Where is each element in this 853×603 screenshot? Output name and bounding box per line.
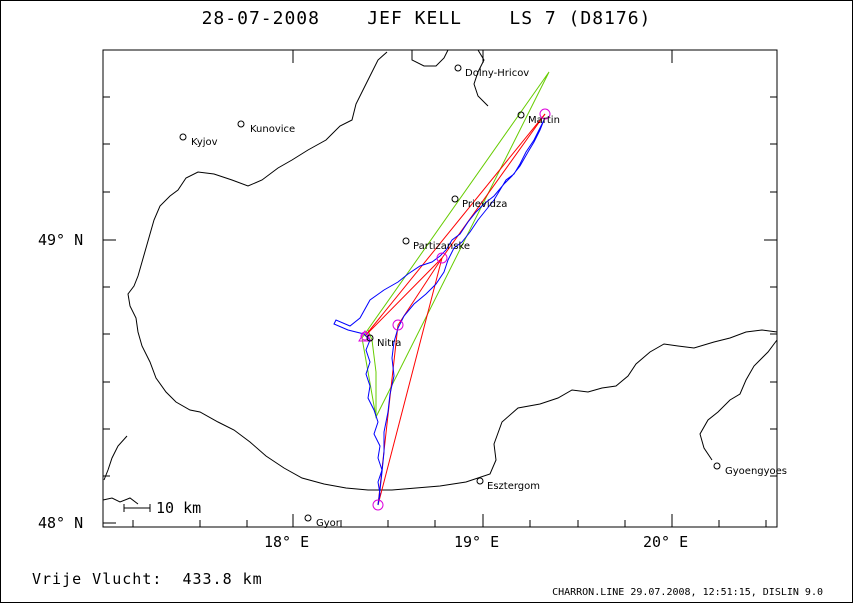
turnpoint-nitra [360,331,370,341]
place-marker-nitra [366,334,374,342]
x-tick-19: 19° E [454,533,499,551]
y-tick-49: 49° N [38,231,83,249]
place-label-nitra: Nitra [377,338,401,349]
x-tick-18: 18° E [264,533,309,551]
x-tick-20: 20° E [643,533,688,551]
turnpoint-tp3 [539,108,551,120]
map-title: 28-07-2008 JEF KELL LS 7 (D8176) [201,8,652,29]
turnpoint-tp2 [436,252,448,264]
place-label-kunovice: Kunovice [250,124,295,135]
place-label-dolny-hricov: Dolny-Hricov [465,68,529,79]
turnpoint-start [372,499,384,511]
place-label-partizanske: Partizanske [413,241,470,252]
place-marker-gyoengyoes [713,462,721,470]
plot-frame [102,49,778,528]
place-label-prievidza: Prievidza [462,199,507,210]
place-marker-kunovice [237,120,245,128]
turnpoints [358,108,551,511]
free-flight-distance: Vrije Vlucht: 433.8 km [32,570,263,588]
tick-marks [103,50,777,527]
turnpoint-tp1 [392,319,404,331]
place-marker-martin [517,111,525,119]
country-borders [102,49,778,505]
place-marker-dolny-hricov [454,64,462,72]
scale-bar-label: 10 km [156,499,201,517]
task-lines [364,113,546,506]
place-marker-kyjov [179,133,187,141]
place-marker-prievidza [451,195,459,203]
place-labels: Dolny-Hricov Martin Kunovice Kyjov Priev… [191,68,787,529]
place-label-martin: Martin [528,115,560,126]
place-label-esztergom: Esztergom [487,481,540,492]
scale-bar [123,504,151,512]
place-marker-partizanske [402,237,410,245]
place-marker-gyor [304,514,312,522]
y-tick-48: 48° N [38,514,83,532]
place-markers [179,64,721,522]
place-label-gyor: Gyor [316,518,341,529]
software-credit: CHARRON.LINE 29.07.2008, 12:51:15, DISLI… [552,587,823,598]
place-label-gyoengyoes: Gyoengyoes [725,466,787,477]
place-marker-esztergom [476,477,484,485]
flight-track [333,119,545,506]
place-label-kyjov: Kyjov [191,137,218,148]
